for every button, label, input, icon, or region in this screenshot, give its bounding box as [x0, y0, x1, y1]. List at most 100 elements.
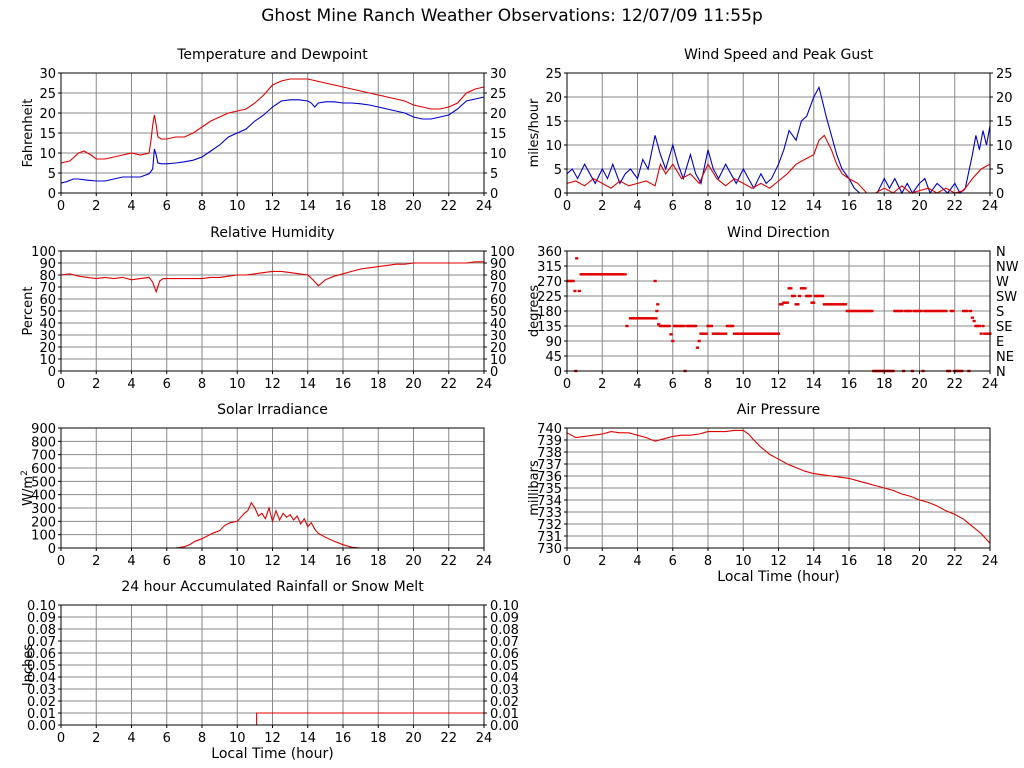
y-tick-label-right: 20	[490, 341, 507, 356]
y-tick-label: 737	[537, 458, 562, 473]
wind-direction-point	[651, 317, 655, 320]
y-tick-label: 0.08	[27, 623, 56, 638]
wind-direction-point	[944, 309, 948, 313]
wind-direction-point	[581, 273, 585, 276]
chart-title: Air Pressure	[737, 402, 820, 418]
y-tick-label: 400	[31, 489, 56, 504]
wind-direction-point	[583, 273, 587, 276]
wind-direction-point	[868, 309, 872, 313]
compass-label: N	[996, 365, 1006, 380]
wind-direction-point	[579, 273, 583, 276]
x-tick-label: 4	[633, 377, 641, 392]
wind-direction-point	[602, 273, 606, 276]
wind-direction-point	[604, 273, 608, 276]
x-tick-label: 6	[669, 554, 677, 569]
wind-direction-point	[796, 303, 800, 306]
y-tick-label: 135	[537, 320, 562, 335]
y-tick-label: 80	[39, 269, 56, 284]
chart-title: Solar Irradiance	[217, 402, 328, 418]
wind-direction-point	[637, 317, 641, 320]
y-tick-label: 0	[48, 187, 56, 202]
wind-direction-point	[688, 324, 692, 328]
y-tick-label: 20	[39, 341, 56, 356]
x-tick-label: 12	[264, 377, 281, 392]
y-axis-label: W/m2	[20, 470, 36, 506]
wind-direction-point	[768, 332, 772, 335]
x-tick-label: 24	[982, 377, 999, 392]
wind-direction-point	[669, 333, 673, 336]
wind-direction-point	[819, 294, 823, 298]
y-tick-label: 731	[537, 530, 562, 545]
wind-direction-point	[898, 309, 902, 313]
compass-label: W	[996, 275, 1009, 290]
wind-direction-point	[917, 309, 922, 313]
compass-label: NW	[996, 260, 1019, 275]
x-tick-label: 6	[669, 199, 677, 214]
y-tick-label-right: 80	[490, 269, 507, 284]
y-tick-label: 45	[545, 350, 562, 365]
wind-direction-point	[907, 309, 911, 313]
wind-direction-point	[662, 324, 666, 328]
wind-direction-point	[755, 332, 759, 335]
x-tick-label: 24	[476, 377, 493, 392]
y-tick-label: 0.01	[27, 707, 56, 722]
wind-direction-point	[969, 309, 973, 313]
wind-direction-point	[806, 294, 811, 298]
wind-direction-point	[928, 309, 932, 313]
wind-direction-point	[715, 332, 719, 335]
wind-direction-point	[692, 324, 696, 328]
wind-direction-point	[803, 287, 807, 290]
y-tick-label-right: 0.02	[490, 695, 519, 710]
y-tick-label-right: 0.08	[490, 623, 519, 638]
y-tick-label-right: 50	[490, 305, 507, 320]
y-tick-label-right: 90	[490, 257, 507, 272]
wind-direction-point	[843, 303, 848, 306]
y-tick-label: 50	[39, 305, 56, 320]
y-tick-label: 20	[39, 107, 56, 122]
wind-direction-point	[609, 273, 613, 276]
wind-direction-point	[595, 273, 599, 276]
wind-direction-point	[951, 309, 955, 313]
wind-direction-point	[842, 303, 846, 306]
wind-direction-point	[569, 279, 574, 283]
wind-direction-point	[972, 319, 976, 323]
y-tick-label: 0.02	[27, 695, 56, 710]
wind-direction-point	[778, 303, 782, 306]
y-tick-label-right: 20	[996, 91, 1013, 106]
wind-direction-point	[909, 309, 913, 313]
wind-direction-point	[983, 332, 987, 335]
x-tick-label: 18	[876, 377, 893, 392]
wind-direction-point	[822, 303, 826, 306]
wind-direction-point	[600, 273, 604, 276]
wind-direction-point	[699, 332, 703, 335]
y-tick-label: 180	[537, 305, 562, 320]
y-tick-label-right: 0.04	[490, 671, 519, 686]
series-line-red	[60, 261, 484, 294]
x-tick-label: 2	[598, 554, 606, 569]
wind-direction-point	[831, 303, 835, 306]
x-tick-label: 12	[264, 731, 281, 746]
wind-direction-point	[630, 317, 634, 320]
y-tick-label: 25	[39, 87, 56, 102]
wind-direction-point	[657, 323, 661, 326]
wind-direction-point	[933, 309, 937, 313]
wind-direction-point	[771, 332, 775, 335]
series-line-blue	[566, 85, 991, 195]
wind-direction-point	[753, 332, 758, 335]
y-tick-label: 0	[554, 365, 562, 380]
x-tick-label: 0	[563, 377, 571, 392]
y-tick-label: 735	[537, 482, 562, 497]
x-tick-label: 8	[704, 554, 712, 569]
wind-direction-point	[632, 317, 636, 320]
y-tick-label-right: 0.01	[490, 707, 519, 722]
x-tick-label: 24	[476, 554, 493, 569]
x-tick-label: 4	[127, 377, 135, 392]
wind-direction-point	[650, 317, 654, 320]
y-tick-label-right: 10	[490, 147, 507, 162]
y-tick-label-right: 20	[490, 107, 507, 122]
wind-direction-point	[854, 309, 858, 313]
wind-direction-point	[903, 309, 907, 313]
wind-direction-point	[731, 324, 735, 328]
y-tick-label-right: 0	[490, 187, 498, 202]
x-tick-label: 8	[704, 199, 712, 214]
